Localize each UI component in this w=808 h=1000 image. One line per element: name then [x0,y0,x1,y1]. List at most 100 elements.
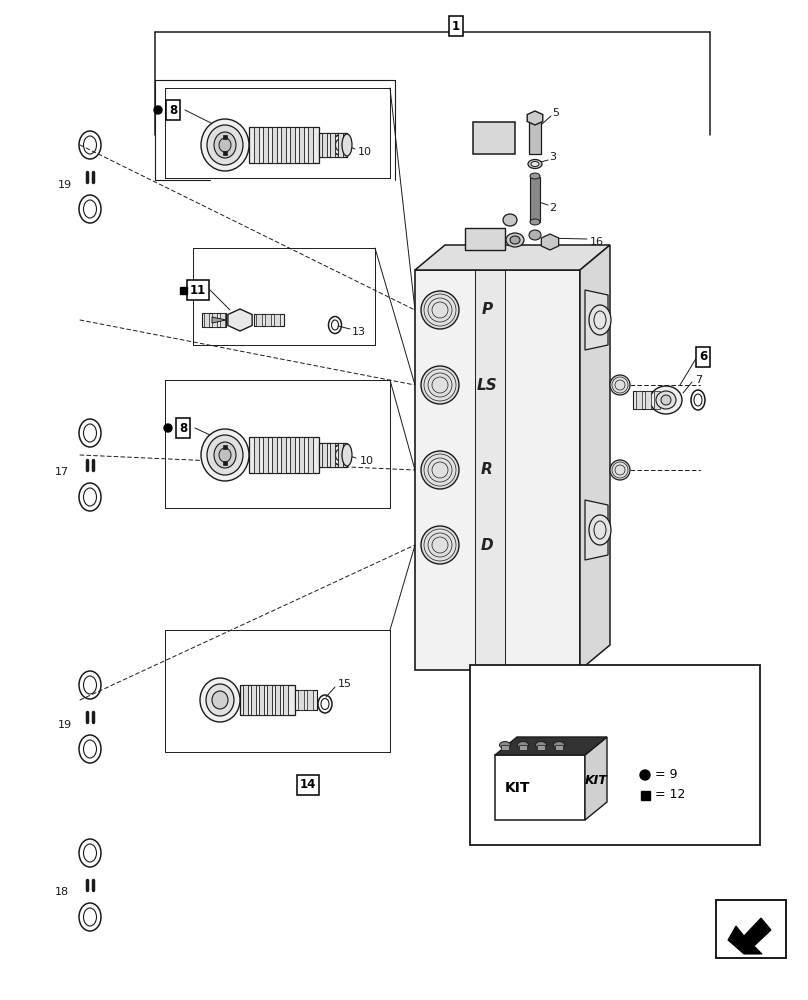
Bar [263,437,268,473]
Ellipse shape [201,429,249,481]
Polygon shape [580,245,610,670]
Text: 4: 4 [485,135,493,148]
Circle shape [154,106,162,114]
Bar [283,685,288,715]
Bar [298,690,304,710]
Polygon shape [585,737,607,820]
Bar [475,270,505,670]
Bar [249,127,319,163]
Text: 19: 19 [58,180,72,190]
Bar [223,461,227,465]
Text: 1: 1 [452,19,460,32]
Bar [308,437,313,473]
Bar [223,135,227,139]
Text: 7: 7 [695,375,702,385]
Text: 6: 6 [699,351,707,363]
Bar [223,445,227,449]
Bar [415,270,580,670]
Polygon shape [541,234,558,250]
Bar [223,151,227,155]
Ellipse shape [207,435,243,475]
Bar [555,745,563,750]
Bar [501,745,509,750]
Bar [716,900,786,958]
Ellipse shape [200,678,240,722]
Ellipse shape [530,173,540,179]
Bar [267,685,272,715]
Bar [530,177,540,222]
Ellipse shape [650,386,682,414]
Polygon shape [495,737,607,755]
Ellipse shape [610,375,630,395]
Bar [319,443,347,467]
Bar [290,437,295,473]
Ellipse shape [421,526,459,564]
Ellipse shape [506,233,524,247]
Bar [212,313,217,327]
Text: 15: 15 [338,679,352,689]
Bar [537,745,545,750]
Bar [275,685,280,715]
Bar [636,391,642,409]
Bar [263,127,268,163]
Ellipse shape [219,448,231,462]
Bar [256,314,262,326]
Bar [495,755,585,820]
Bar [308,127,313,163]
Polygon shape [728,918,771,954]
Bar [645,391,651,409]
Ellipse shape [214,132,236,158]
Bar [281,437,286,473]
Text: D: D [481,538,494,552]
Bar [281,127,286,163]
Ellipse shape [214,442,236,468]
Text: 2: 2 [549,203,556,213]
Bar [299,437,304,473]
Ellipse shape [531,161,539,166]
Bar [338,133,343,157]
Bar [272,127,277,163]
Ellipse shape [589,515,611,545]
Polygon shape [585,500,608,560]
Text: 10: 10 [360,456,374,466]
Circle shape [640,770,650,780]
Bar [220,313,225,327]
Circle shape [164,424,172,432]
Ellipse shape [536,742,546,748]
Text: 11: 11 [190,284,206,296]
Polygon shape [527,111,543,125]
Ellipse shape [529,230,541,240]
Text: 3: 3 [549,152,556,162]
Ellipse shape [421,291,459,329]
Bar [473,122,515,154]
Bar [519,745,527,750]
Bar [243,685,248,715]
Ellipse shape [342,444,352,466]
Text: 18: 18 [55,887,69,897]
Bar [299,127,304,163]
Ellipse shape [212,691,228,709]
Bar [249,437,319,473]
Bar [529,118,541,154]
Bar [295,690,317,710]
Ellipse shape [656,391,676,409]
Ellipse shape [503,214,517,226]
Bar [633,391,666,409]
Ellipse shape [553,742,565,748]
Ellipse shape [610,460,630,480]
Ellipse shape [530,219,540,225]
Bar [307,690,313,710]
Bar [274,314,280,326]
Text: KIT: KIT [504,781,530,795]
Text: = 9: = 9 [655,768,677,782]
Ellipse shape [207,125,243,165]
Bar [202,313,226,327]
Polygon shape [212,317,226,323]
Bar [254,314,284,326]
Text: R: R [481,462,493,478]
Bar [641,790,650,800]
Text: 8: 8 [179,422,187,434]
Bar [265,314,271,326]
Bar [338,443,343,467]
Bar [179,286,187,294]
